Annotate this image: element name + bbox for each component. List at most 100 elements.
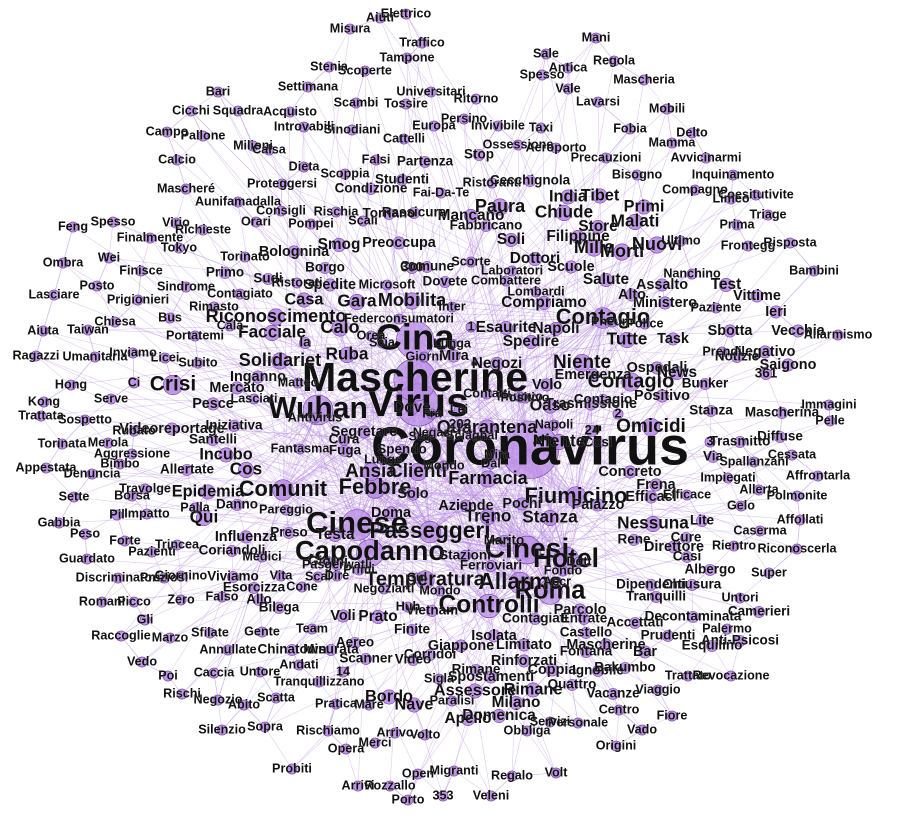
graph-edge xyxy=(429,531,564,572)
graph-edge xyxy=(221,704,245,731)
graph-node xyxy=(686,127,698,139)
graph-edge xyxy=(364,70,376,489)
graph-edge xyxy=(417,189,696,406)
graph-node xyxy=(823,399,835,411)
graph-edge xyxy=(275,531,431,699)
graph-edge xyxy=(282,273,693,491)
graph-edge xyxy=(229,325,416,381)
node-label: Appestata xyxy=(16,460,78,474)
node-label: Domenica xyxy=(462,707,536,724)
node-label: Chiesa xyxy=(94,314,136,328)
node-label: Finisce xyxy=(119,263,162,277)
graph-node xyxy=(585,239,603,257)
graph-node xyxy=(212,86,224,98)
graph-node xyxy=(592,437,604,449)
graph-edge xyxy=(149,237,521,584)
node-label: Rimane xyxy=(504,680,563,698)
graph-node xyxy=(81,553,93,565)
graph-node xyxy=(508,571,532,595)
node-label: Calsa xyxy=(252,142,287,156)
graph-edge xyxy=(429,307,717,533)
graph-node xyxy=(425,86,437,98)
node-label: Denuncia xyxy=(64,466,122,480)
node-label: Triage xyxy=(749,207,786,221)
graph-edge xyxy=(328,66,366,72)
graph-node xyxy=(454,419,466,431)
node-label: Ferroviari xyxy=(460,558,522,573)
graph-node xyxy=(704,436,716,448)
graph-node xyxy=(204,627,216,639)
graph-node xyxy=(580,627,592,639)
graph-edge xyxy=(529,449,714,458)
node-label: Federconsumatori xyxy=(344,311,454,325)
graph-edge xyxy=(356,294,633,526)
graph-node xyxy=(247,140,259,152)
graph-node xyxy=(491,449,503,461)
graph-edge xyxy=(279,360,567,561)
graph-edge xyxy=(194,409,319,509)
node-label: Riconoscimento xyxy=(206,306,347,326)
graph-edge xyxy=(602,317,607,646)
graph-node xyxy=(446,301,458,313)
graph-edge xyxy=(602,317,632,383)
node-label: Comune xyxy=(400,259,454,274)
node-label: Cicchi xyxy=(172,103,210,117)
graph-node xyxy=(346,124,358,136)
node-label: Dal xyxy=(481,456,501,470)
graph-edge xyxy=(781,412,831,422)
node-label: Sciagnal xyxy=(446,428,498,442)
graph-node xyxy=(613,243,631,261)
node-label: Mira xyxy=(484,447,511,461)
graph-edge xyxy=(131,409,319,455)
graph-edge xyxy=(549,496,577,593)
graph-edge xyxy=(236,409,319,506)
graph-edge xyxy=(334,496,577,536)
graph-node xyxy=(406,624,418,636)
graph-edge xyxy=(356,477,729,526)
node-label: Temperatura xyxy=(365,568,486,590)
node-label: Portatemi xyxy=(166,328,224,342)
graph-edge xyxy=(84,398,112,421)
graph-edge xyxy=(282,214,769,491)
graph-node xyxy=(492,120,504,132)
node-label: Scanner xyxy=(339,651,393,666)
graph-edge xyxy=(687,645,713,677)
graph-edge xyxy=(488,556,688,607)
graph-edge xyxy=(110,398,419,406)
node-label: Ia xyxy=(299,335,311,350)
node-label: Veleni xyxy=(473,788,509,802)
graph-edge xyxy=(429,192,442,533)
node-label: Cecchignola xyxy=(490,173,571,188)
node-label: Efficaci xyxy=(625,489,676,505)
graph-node xyxy=(67,221,79,233)
graph-node xyxy=(112,572,124,584)
node-label: Solo xyxy=(397,486,428,502)
graph-node xyxy=(175,594,187,606)
graph-node xyxy=(411,572,423,584)
graph-node xyxy=(638,74,650,86)
node-label: Ossessione xyxy=(483,137,554,151)
graph-edge xyxy=(602,317,652,498)
node-label: Voli xyxy=(330,608,355,624)
graph-node xyxy=(146,546,158,558)
graph-edge xyxy=(282,247,595,491)
graph-edge xyxy=(433,125,567,561)
graph-node xyxy=(433,673,445,685)
node-label: Frena xyxy=(636,477,676,493)
node-label: Niente xyxy=(553,352,611,373)
graph-edge xyxy=(417,404,525,662)
graph-edge xyxy=(202,229,528,551)
node-label: Introvabili xyxy=(274,119,334,133)
node-label: Dieta xyxy=(289,159,321,173)
graph-edge xyxy=(369,449,531,554)
node-label: Accettati xyxy=(606,615,663,630)
node-label: Orari xyxy=(241,214,271,228)
graph-node xyxy=(132,294,144,306)
graph-node xyxy=(734,436,746,448)
graph-node xyxy=(219,267,231,279)
graph-edge xyxy=(351,129,377,161)
graph-node xyxy=(418,520,442,544)
node-label: Pochi xyxy=(502,496,541,512)
graph-node xyxy=(454,639,468,653)
node-label: Mascheria xyxy=(613,72,676,86)
